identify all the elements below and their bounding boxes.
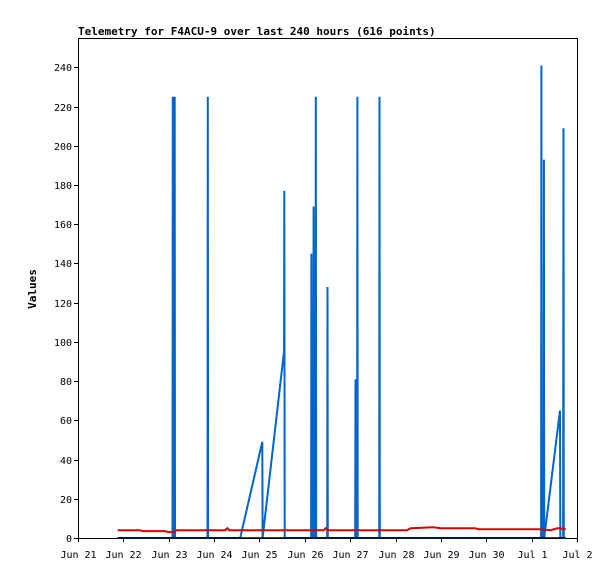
series-1 (117, 526, 566, 534)
y-tick-label: 240 (54, 63, 72, 74)
x-tick-label: Jun 24 (196, 550, 232, 561)
y-tick-label: 60 (60, 416, 72, 427)
x-tick-label: Jun 22 (105, 550, 141, 561)
chart-title: Telemetry for F4ACU-9 over last 240 hour… (78, 25, 436, 38)
x-axis-ticks: Jun 21 Jun 22 Jun 23 Jun 24 Jun 25 Jun 26 Jun … (60, 538, 593, 561)
y-tick-label: 80 (60, 377, 72, 388)
y-tick-label: 20 (60, 495, 72, 506)
x-tick-label: Jun 23 (151, 550, 187, 561)
x-tick-label: Jun 21 (60, 550, 96, 561)
y-axis-label: Values (26, 269, 39, 309)
x-tick-label: Jun 29 (423, 550, 459, 561)
y-tick-label: 160 (54, 220, 72, 231)
y-tick-label: 120 (54, 299, 72, 310)
y-tick-label: 200 (54, 142, 72, 153)
x-tick-label: Jun 28 (378, 550, 414, 561)
x-tick-label: Jun 30 (468, 550, 504, 561)
x-tick-label: Jun 25 (241, 550, 277, 561)
y-axis-ticks: 0 20 40 60 80 100 120 140 160 180 200 220 240 (54, 63, 78, 545)
x-tick-label: Jul 2 (562, 550, 592, 561)
y-tick-label: 0 (66, 534, 72, 545)
series-layer (117, 65, 566, 539)
x-tick-label: Jul 1 (517, 550, 547, 561)
y-tick-label: 140 (54, 259, 72, 270)
y-tick-label: 220 (54, 103, 72, 114)
x-tick-label: Jun 27 (332, 550, 368, 561)
y-tick-label: 40 (60, 456, 72, 467)
y-tick-label: 100 (54, 338, 72, 349)
y-tick-label: 180 (54, 181, 72, 192)
x-tick-label: Jun 26 (287, 550, 323, 561)
series-line-1 (117, 526, 566, 534)
